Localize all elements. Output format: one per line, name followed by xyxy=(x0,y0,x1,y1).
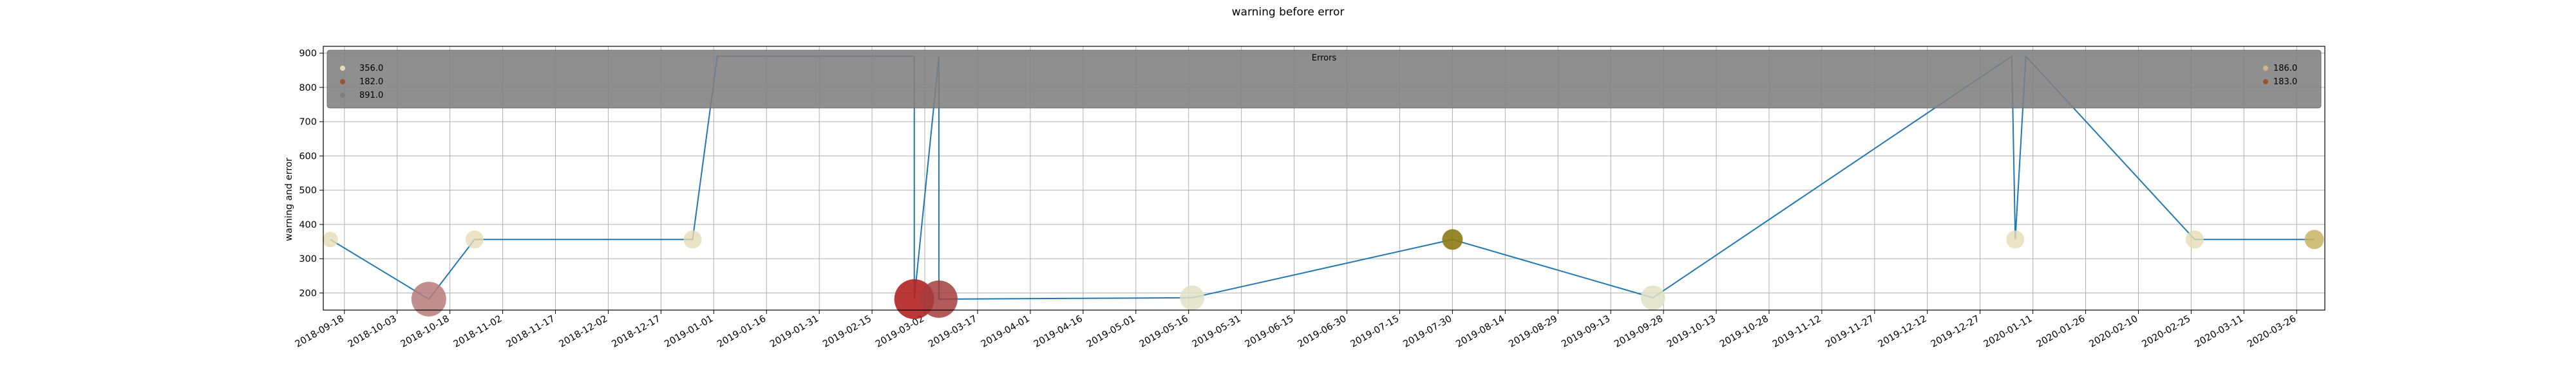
x-tick-label: 2019-07-15 xyxy=(1349,314,1401,350)
x-tick-label: 2019-01-31 xyxy=(768,314,820,350)
x-tick-label: 2019-12-12 xyxy=(1877,314,1929,350)
legend-entry-label: 186.0 xyxy=(2273,64,2297,73)
x-tick-label: 2019-08-29 xyxy=(1507,314,1559,350)
x-tick-label: 2019-01-16 xyxy=(715,314,768,350)
x-tick-label: 2019-06-15 xyxy=(1244,314,1296,350)
legend-marker xyxy=(2263,66,2268,71)
data-point xyxy=(1180,285,1205,310)
legend-marker xyxy=(340,66,345,71)
x-tick-label: 2019-06-30 xyxy=(1296,314,1349,350)
y-axis-label: warning and error xyxy=(284,158,294,241)
x-tick-label: 2019-01-01 xyxy=(663,314,715,350)
y-tick-label: 900 xyxy=(299,49,317,59)
data-point xyxy=(920,280,958,318)
x-tick-label: 2018-09-18 xyxy=(294,314,346,350)
data-point xyxy=(2185,230,2204,249)
legend-entry-label: 356.0 xyxy=(359,64,383,73)
x-tick-label: 2019-12-27 xyxy=(1929,314,1982,350)
x-tick-label: 2019-05-16 xyxy=(1138,314,1190,350)
y-tick-label: 300 xyxy=(299,254,317,264)
x-tick-label: 2018-10-18 xyxy=(399,314,451,350)
x-tick-label: 2020-03-26 xyxy=(2246,314,2298,350)
x-tick-label: 2020-01-26 xyxy=(2035,314,2087,350)
x-tick-label: 2019-09-28 xyxy=(1613,314,1665,350)
legend-entry-label: 183.0 xyxy=(2273,77,2297,87)
y-tick-label: 600 xyxy=(299,151,317,161)
x-tick-label: 2018-12-17 xyxy=(610,314,662,350)
x-tick-label: 2019-03-17 xyxy=(927,314,979,350)
legend-marker xyxy=(2263,79,2268,84)
x-tick-label: 2018-11-17 xyxy=(505,314,557,350)
x-tick-label: 2020-02-10 xyxy=(2088,314,2140,350)
data-markers xyxy=(322,229,2324,319)
x-tick-label: 2018-11-02 xyxy=(452,314,504,350)
x-tick-label: 2019-03-02 xyxy=(874,314,926,350)
y-tick-label: 400 xyxy=(299,220,317,230)
data-point xyxy=(411,281,446,317)
y-axis-ticks: 200 300 400 500 600 700 800 900 xyxy=(299,49,323,299)
data-point xyxy=(683,230,702,249)
x-tick-label: 2019-07-30 xyxy=(1401,314,1454,350)
legend-entry-label: 182.0 xyxy=(359,77,383,87)
data-point xyxy=(2006,230,2025,249)
x-tick-label: 2019-04-16 xyxy=(1032,314,1084,350)
chart-title: warning before error xyxy=(1232,6,1345,19)
legend: Errors 356.0 182.0 891.0 186.0 183.0 xyxy=(327,50,2322,109)
x-tick-label: 2018-12-02 xyxy=(557,314,609,350)
legend-marker xyxy=(340,79,345,84)
x-tick-label: 2018-10-03 xyxy=(346,314,399,350)
data-point xyxy=(322,232,338,248)
legend-entry-label: 891.0 xyxy=(359,91,383,100)
x-tick-label: 2019-09-13 xyxy=(1560,314,1612,350)
data-point xyxy=(465,230,484,249)
y-tick-label: 500 xyxy=(299,186,317,196)
y-tick-label: 800 xyxy=(299,83,317,93)
x-tick-label: 2019-04-01 xyxy=(980,314,1032,350)
data-point xyxy=(2304,230,2324,250)
x-tick-label: 2019-11-12 xyxy=(1771,314,1823,350)
y-tick-label: 200 xyxy=(299,288,317,299)
data-point xyxy=(1640,285,1665,310)
data-point xyxy=(1442,229,1463,250)
x-tick-label: 2019-02-15 xyxy=(821,314,873,350)
x-axis-ticks: 2018-09-18 2018-10-03 2018-10-18 2018-11-02… xyxy=(294,310,2298,350)
x-tick-label: 2019-10-28 xyxy=(1718,314,1770,350)
x-tick-label: 2020-03-11 xyxy=(2193,314,2245,350)
x-tick-label: 2019-05-01 xyxy=(1085,314,1137,350)
x-tick-label: 2019-10-13 xyxy=(1665,314,1718,350)
legend-marker xyxy=(340,93,345,98)
x-tick-label: 2019-05-31 xyxy=(1191,314,1243,350)
legend-box xyxy=(327,50,2322,109)
x-tick-label: 2020-01-11 xyxy=(1982,314,2034,350)
y-tick-label: 700 xyxy=(299,117,317,127)
x-tick-label: 2020-02-25 xyxy=(2140,314,2192,350)
axes-frame xyxy=(323,46,2325,311)
x-tick-label: 2019-08-14 xyxy=(1454,314,1506,350)
legend-title: Errors xyxy=(1312,53,1337,63)
x-tick-label: 2019-11-27 xyxy=(1824,314,1876,350)
